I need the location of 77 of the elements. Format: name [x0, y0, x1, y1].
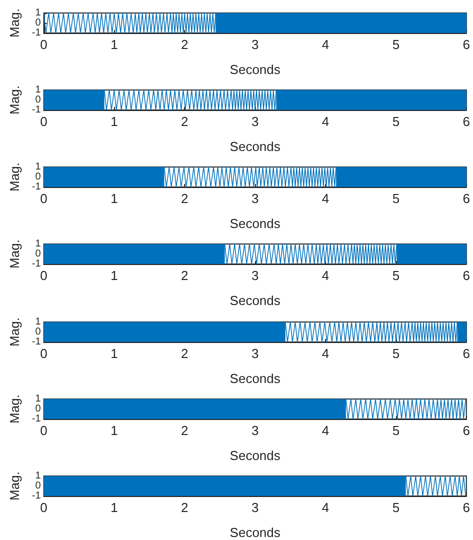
- x-axis-title: Seconds: [230, 370, 281, 386]
- y-axis-title: Mag.: [7, 162, 22, 192]
- x-tick-label: 2: [181, 500, 188, 515]
- y-tick-label: 0: [35, 18, 42, 28]
- x-tick-label: 6: [462, 191, 470, 206]
- y-tick-label: -1: [32, 336, 42, 348]
- x-tick-label: 1: [110, 37, 118, 52]
- x-tick-label: 6: [462, 114, 470, 130]
- x-tick-label: 2: [181, 37, 188, 52]
- x-tick-label: 3: [251, 268, 259, 284]
- x-tick-label: 3: [251, 500, 259, 515]
- x-tick-label: 4: [322, 422, 330, 438]
- x-tick-label: 2: [181, 268, 188, 284]
- x-tick-label: 5: [392, 346, 400, 361]
- y-tick-label: -1: [32, 258, 42, 270]
- y-tick-label: 0: [35, 480, 42, 492]
- y-tick-label: -1: [32, 28, 42, 38]
- y-axis-title: Mag.: [7, 240, 22, 269]
- x-tick-label: 1: [110, 500, 118, 515]
- x-tick-label: 1: [110, 114, 118, 130]
- x-axis-title: Seconds: [230, 139, 281, 154]
- x-axis-title: Seconds: [230, 524, 281, 540]
- y-tick-label: -1: [32, 413, 42, 424]
- y-tick-label: 1: [35, 84, 42, 96]
- x-tick-label: 2: [181, 346, 188, 361]
- y-axis-title: Mag.: [7, 394, 22, 424]
- x-tick-label: 2: [181, 191, 188, 206]
- x-tick-label: 5: [392, 191, 400, 206]
- x-tick-label: 3: [251, 422, 259, 438]
- x-tick-label: 4: [322, 114, 330, 130]
- y-tick-label: 1: [35, 8, 42, 18]
- x-tick-label: 5: [392, 500, 400, 515]
- y-axis-title: Mag.: [7, 317, 22, 346]
- x-tick-label: 2: [181, 114, 188, 130]
- y-tick-label: 1: [35, 238, 42, 250]
- y-tick-label: -1: [32, 490, 42, 502]
- x-tick-label: 6: [462, 268, 470, 284]
- x-tick-label: 4: [322, 500, 330, 515]
- x-axis-title: Seconds: [230, 293, 281, 308]
- y-tick-label: 1: [35, 316, 42, 328]
- x-tick-label: 3: [251, 37, 259, 52]
- y-tick-label: -1: [32, 104, 42, 116]
- x-tick-label: 3: [251, 114, 259, 130]
- y-tick-label: 1: [35, 470, 42, 482]
- x-tick-label: 1: [110, 191, 118, 206]
- x-tick-label: 4: [322, 268, 330, 284]
- x-tick-label: 3: [251, 346, 259, 361]
- x-tick-label: 4: [322, 346, 330, 361]
- y-axis-title: Mag.: [7, 86, 22, 115]
- y-tick-label: -1: [32, 182, 42, 193]
- y-tick-label: 0: [35, 326, 42, 338]
- x-axis-title: Seconds: [230, 216, 281, 232]
- x-tick-label: 6: [462, 346, 470, 361]
- y-tick-label: 0: [35, 94, 42, 106]
- x-tick-label: 5: [392, 422, 400, 438]
- x-tick-label: 5: [392, 37, 400, 52]
- x-axis-title: Seconds: [230, 448, 281, 463]
- y-axis-title: Mag.: [7, 8, 22, 38]
- y-tick-label: 0: [35, 403, 42, 414]
- y-tick-label: 1: [35, 162, 42, 173]
- x-tick-label: 4: [322, 191, 330, 206]
- y-tick-label: 0: [35, 172, 42, 183]
- x-tick-label: 1: [110, 268, 118, 284]
- x-tick-label: 6: [462, 422, 470, 438]
- x-axis-title: Seconds: [230, 62, 281, 77]
- x-tick-label: 6: [462, 500, 470, 515]
- y-tick-label: 0: [35, 248, 42, 260]
- x-tick-label: 5: [392, 268, 400, 284]
- x-tick-label: 2: [181, 422, 188, 438]
- x-tick-label: 4: [322, 37, 330, 52]
- x-tick-label: 1: [110, 422, 118, 438]
- x-tick-label: 5: [392, 114, 400, 130]
- y-axis-title: Mag.: [7, 471, 22, 500]
- y-tick-label: 1: [35, 393, 42, 404]
- x-tick-label: 1: [110, 346, 118, 361]
- x-tick-label: 3: [251, 191, 259, 206]
- x-tick-label: 6: [462, 37, 470, 52]
